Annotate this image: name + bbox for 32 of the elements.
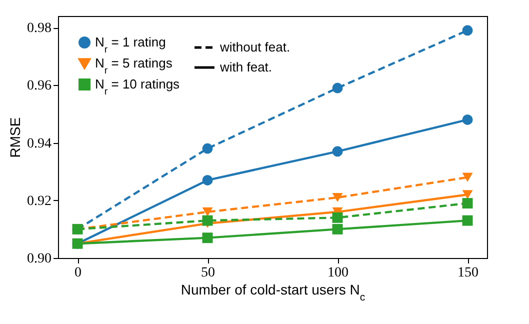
point (202, 232, 213, 244)
annotation: with feat. (219, 60, 272, 74)
x-tick-label: 150 (458, 266, 478, 280)
y-axis-title: RMSE (7, 117, 23, 158)
point (462, 172, 473, 182)
point (332, 82, 343, 94)
y-tick-label: 0.94 (27, 136, 52, 152)
x-axis-title: Number of cold-start users N$_{c}$ (180, 282, 366, 304)
x-tick-label: 50 (201, 266, 215, 280)
point (462, 198, 473, 209)
point (332, 224, 343, 234)
point (462, 25, 473, 36)
point (202, 174, 213, 186)
legend-label: N$_{r}$ = 10 ratings (95, 76, 180, 97)
legend-label: N$_{r}$ = 5 ratings (95, 56, 173, 76)
point (332, 146, 343, 157)
point (462, 114, 473, 125)
point (332, 212, 343, 223)
point (202, 215, 213, 226)
legend-label: N$_{r}$ = 1 rating (95, 34, 166, 55)
point (462, 190, 473, 200)
y-tick-label: 0.96 (27, 78, 52, 94)
x-tick-label: 0 (74, 266, 82, 280)
y-tick-label: 0.98 (27, 21, 52, 36)
point (202, 207, 213, 216)
x-tick-label: 100 (328, 266, 348, 280)
point (332, 192, 343, 202)
y-tick-label: 0.92 (27, 194, 52, 209)
y-tick-label: 0.90 (27, 252, 52, 266)
point (462, 215, 473, 226)
point (202, 143, 213, 154)
annotation: without feat. (219, 40, 290, 54)
